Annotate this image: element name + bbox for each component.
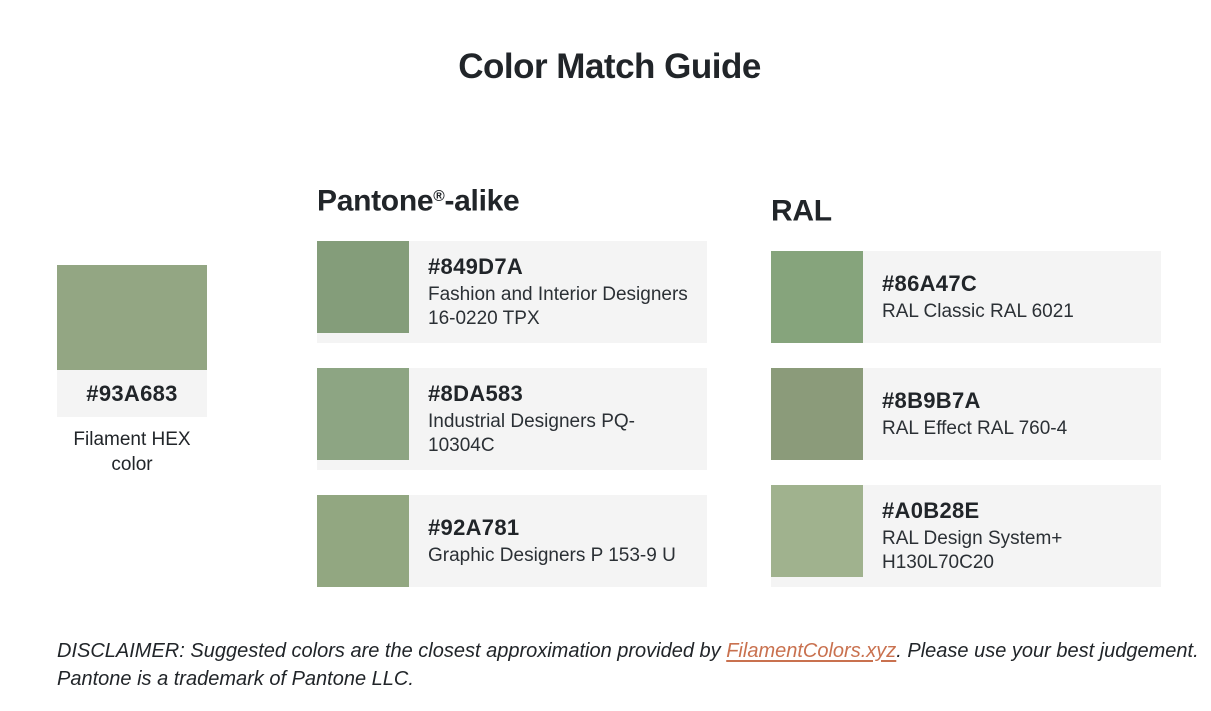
color-card-text: #92A781 Graphic Designers P 153-9 U (428, 502, 700, 580)
columns-row: #93A683 Filament HEX color Pantone®-alik… (57, 180, 1211, 587)
ral-brand-text: RAL (771, 194, 832, 228)
filament-swatch (57, 265, 207, 370)
color-match-card: #A0B28E RAL Design System+ H130L70C20 (771, 484, 1161, 587)
color-swatch (317, 494, 409, 587)
color-hex-code: #8B9B7A (882, 387, 981, 413)
pantone-section-heading: Pantone®-alike (317, 180, 707, 219)
pantone-brand-text: Pantone (317, 184, 434, 218)
color-card-text: #8DA583 Industrial Designers PQ-10304C (428, 368, 700, 470)
filament-column: #93A683 Filament HEX color (57, 180, 207, 477)
color-swatch (317, 240, 409, 333)
color-match-card: #8DA583 Industrial Designers PQ-10304C (317, 367, 707, 470)
color-description: Fashion and Interior Designers 16-0220 T… (428, 283, 688, 329)
color-hex-code: #849D7A (428, 253, 524, 279)
ral-section: RAL #86A47C RAL Classic RAL 6021 #8B9B7A… (771, 180, 1161, 587)
color-swatch (771, 367, 863, 460)
ral-card-list: #86A47C RAL Classic RAL 6021 #8B9B7A RAL… (771, 250, 1161, 587)
color-match-card: #86A47C RAL Classic RAL 6021 (771, 250, 1161, 343)
pantone-suffix-text: -alike (444, 184, 520, 218)
color-swatch (317, 367, 409, 460)
color-card-text: #8B9B7A RAL Effect RAL 760-4 (882, 375, 1154, 453)
pantone-section: Pantone®-alike #849D7A Fashion and Inter… (317, 180, 707, 587)
ral-section-heading: RAL (771, 190, 1161, 229)
color-description: RAL Design System+ H130L70C20 (882, 527, 1063, 573)
color-swatch (771, 484, 863, 577)
color-swatch (771, 250, 863, 343)
color-card-text: #849D7A Fashion and Interior Designers 1… (428, 241, 700, 343)
color-card-text: #86A47C RAL Classic RAL 6021 (882, 258, 1154, 336)
filament-hex-label: #93A683 (57, 370, 207, 417)
pantone-card-list: #849D7A Fashion and Interior Designers 1… (317, 240, 707, 587)
color-hex-code: #A0B28E (882, 497, 980, 523)
color-hex-code: #8DA583 (428, 380, 524, 406)
disclaimer-text: DISCLAIMER: Suggested colors are the clo… (57, 637, 1202, 693)
color-description: Industrial Designers PQ-10304C (428, 410, 635, 456)
disclaimer-prefix: DISCLAIMER: Suggested colors are the clo… (57, 639, 727, 662)
filamentcolors-link[interactable]: FilamentColors.xyz (726, 639, 897, 662)
color-match-card: #92A781 Graphic Designers P 153-9 U (317, 494, 707, 587)
color-match-guide-page: Color Match Guide #93A683 Filament HEX c… (57, 47, 1211, 693)
color-description: Graphic Designers P 153-9 U (428, 544, 676, 566)
color-description: RAL Classic RAL 6021 (882, 300, 1074, 322)
color-description: RAL Effect RAL 760-4 (882, 417, 1068, 439)
color-card-text: #A0B28E RAL Design System+ H130L70C20 (882, 485, 1154, 587)
color-match-card: #8B9B7A RAL Effect RAL 760-4 (771, 367, 1161, 460)
color-hex-code: #92A781 (428, 514, 520, 540)
color-match-card: #849D7A Fashion and Interior Designers 1… (317, 240, 707, 343)
page-title: Color Match Guide (458, 47, 761, 86)
disclaimer-suffix: . Please use your best judgement. Panton… (57, 639, 1199, 690)
registered-trademark-symbol: ® (433, 188, 445, 205)
color-hex-code: #86A47C (882, 270, 978, 296)
filament-caption: Filament HEX color (73, 429, 191, 475)
